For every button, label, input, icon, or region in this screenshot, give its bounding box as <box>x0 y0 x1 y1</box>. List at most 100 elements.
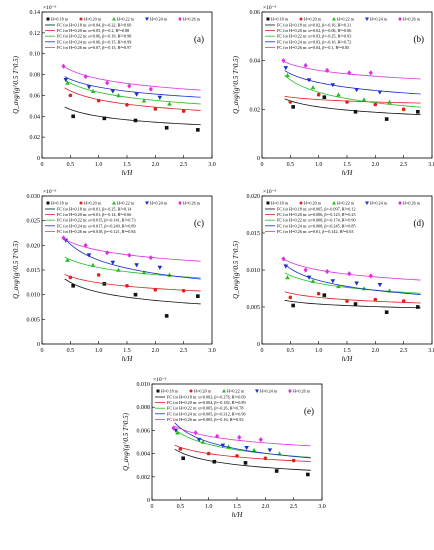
series <box>284 95 421 121</box>
legend-fit-label: FC for H=0.18 m: α=0.005, β=-0.097, R²=0… <box>277 207 356 213</box>
data-point <box>322 293 327 297</box>
y-tick-label: 0.10 <box>30 52 41 58</box>
legend-fit-label: FC for H=0.22 m: α=0.015, β=-0.141, R²=0… <box>57 218 136 224</box>
data-point <box>384 117 389 121</box>
data-point <box>267 448 273 453</box>
legend-marker <box>46 17 50 21</box>
legend-fit-label: FC for H=0.24 m: α=0.017, β=-0.249, R²=0… <box>57 223 136 229</box>
data-point <box>387 99 392 104</box>
data-point <box>127 252 132 258</box>
legend-marker <box>332 17 336 21</box>
data-point <box>65 257 70 262</box>
chart-panel: 0 0.5 1.0 1.5 2.0 2.5 3.0 0 0.002 0.004 0.006 0.008… <box>122 377 326 519</box>
series <box>64 79 201 106</box>
fit-line <box>284 259 421 281</box>
data-point <box>96 273 101 277</box>
data-point <box>148 255 153 261</box>
y-tick-label: 0.015 <box>247 231 261 237</box>
data-point <box>200 439 206 444</box>
legend-marker <box>398 200 402 206</box>
x-tick-label: 1.0 <box>315 348 323 354</box>
panel-label: (a) <box>194 34 204 44</box>
legend-fit-label: FC for H=0.22 m: α=0.005, β=-0.26, R²=0.… <box>167 406 243 412</box>
x-tick-label: 0 <box>261 348 264 354</box>
data-point <box>63 77 69 83</box>
x-tick-label: 3.0 <box>428 348 434 354</box>
data-point <box>173 428 179 433</box>
legend-fit-label: FC for H=0.26 m: α=0.01, β=-0.142, R²=0.… <box>277 229 353 235</box>
legend-entry: H=0.26 m <box>183 201 201 206</box>
data-point <box>243 461 248 465</box>
data-point <box>310 85 316 90</box>
legend-marker <box>46 201 50 205</box>
x-tick-label: 0.5 <box>67 162 75 168</box>
legend-marker <box>398 16 402 22</box>
data-point <box>325 268 330 275</box>
data-point <box>281 58 286 64</box>
data-point <box>61 63 66 69</box>
data-point <box>83 74 88 80</box>
x-tick-label: 1.0 <box>205 504 213 510</box>
fit-line <box>174 422 311 459</box>
fit-line <box>284 98 421 116</box>
y-tick-label: 0 <box>257 156 260 162</box>
legend-entry: H=0.18 m <box>271 17 289 22</box>
data-point <box>61 235 66 241</box>
data-point <box>178 447 183 451</box>
data-point <box>368 273 373 279</box>
x-tick-label: 1.0 <box>95 162 103 168</box>
legend-fit-label: FC for H=0.24 m: α=0.005, β=-0.312, R²=0… <box>167 411 246 417</box>
data-point <box>288 100 293 104</box>
y-tick-label: 0.015 <box>27 268 41 274</box>
legend-entry: H=0.20 m <box>84 201 102 206</box>
legend: H=0.18 m H=0.20 m H=0.22 m H=0.24 m H=0.26 m… <box>155 388 311 423</box>
y-tick-label: 0.04 <box>30 114 41 120</box>
series <box>63 238 201 280</box>
data-point <box>153 287 158 292</box>
data-point <box>196 294 200 298</box>
fit-line <box>174 448 311 471</box>
data-point <box>330 83 336 88</box>
legend-entry: H=0.20 m <box>194 389 212 394</box>
y-axis-label: Q_avg/(g^0.5 T^0.5) <box>122 412 130 470</box>
data-point <box>220 443 226 448</box>
y-tick-label: 0.030 <box>27 194 41 200</box>
legend-fit-label: FC for H=0.20 m: α=0.02, β=-0.06, R²=0.0… <box>277 28 351 34</box>
data-point <box>86 85 92 90</box>
y-tick-label: 0.020 <box>27 243 41 249</box>
data-point <box>373 102 378 107</box>
x-tick-label: 2.0 <box>262 504 270 510</box>
data-point <box>377 283 383 288</box>
data-point <box>235 454 239 458</box>
data-point <box>86 253 92 258</box>
data-point <box>354 88 359 93</box>
chart-panel: 0 0.5 1.0 1.5 2.0 2.5 3.0 0 0.02 0.04 0.06 0.08 0.10… <box>12 5 216 177</box>
fit-line <box>284 70 421 95</box>
data-point <box>96 98 101 103</box>
y-tick-label: 0.005 <box>247 305 261 311</box>
legend-entry: H=0.18 m <box>51 17 69 22</box>
data-point <box>157 265 163 270</box>
fit-line <box>64 66 201 91</box>
fit-line <box>64 278 201 305</box>
data-point <box>237 434 242 440</box>
legend-fit-label: FC for H=0.20 m: α=0.004, β=-0.182, R²=0… <box>167 400 246 406</box>
fit-line <box>174 425 311 447</box>
data-point <box>291 303 295 308</box>
x-tick-label: 0 <box>41 348 44 354</box>
series <box>283 264 421 295</box>
legend-fit-label: FC for H=0.20 m: α=0.01, β=-0.14, R²=0.6… <box>57 212 131 218</box>
legend-entry: H=0.24 m <box>150 17 168 22</box>
data-point <box>212 459 217 464</box>
series <box>284 72 421 108</box>
legend-fit-label: FC for H=0.22 m: α=0.06, β=-0.19, R²=0.9… <box>57 34 131 40</box>
data-point <box>215 433 220 439</box>
legend-entry: H=0.26 m <box>403 17 421 22</box>
x-tick-label: 0.5 <box>287 162 295 168</box>
data-point <box>306 275 312 280</box>
legend-fit-label: FC for H=0.18 m: α=0.02, β=-0.16, R²=0.3… <box>277 23 351 29</box>
x-tick-label: 0.5 <box>287 348 295 354</box>
data-point <box>181 109 186 113</box>
x-axis-label: h/H <box>122 169 133 177</box>
legend-marker <box>222 389 226 393</box>
